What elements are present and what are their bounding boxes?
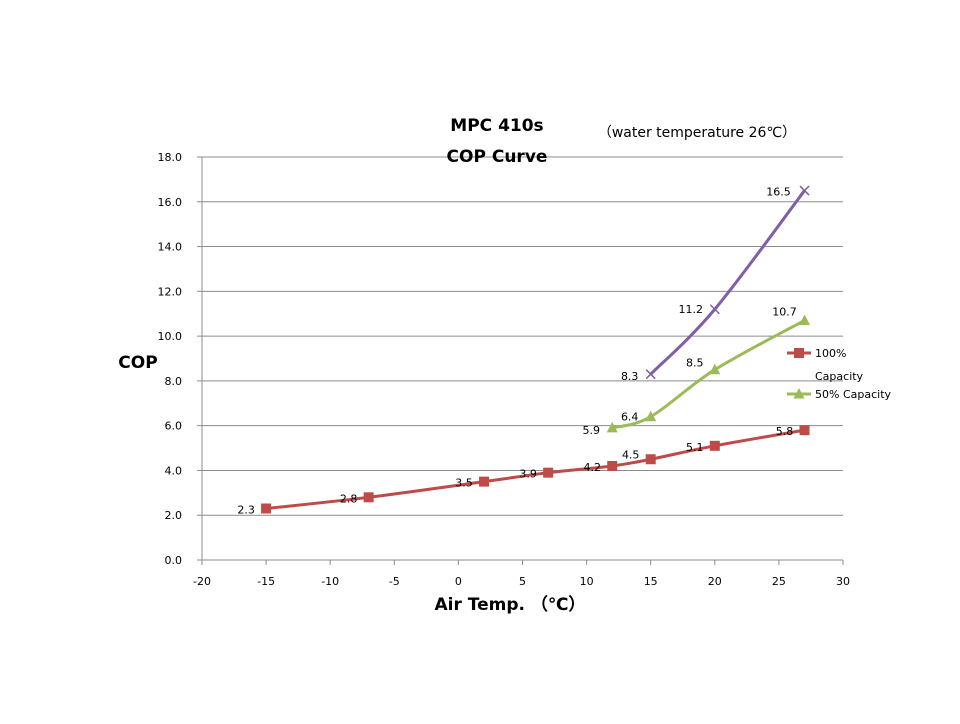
- y-tick-label: 12.0: [158, 285, 183, 298]
- x-tick-label: -10: [321, 575, 339, 588]
- series-line-3: [649, 189, 806, 376]
- legend-marker: [794, 348, 804, 358]
- axis-layer: 0.0 2.0 4.0 6.0 8.0 10.0 12.0 14.0 16.0 18.0 -20 -1…: [158, 151, 851, 588]
- data-label: 10.7: [772, 305, 797, 318]
- x-tick-label: 15: [644, 575, 658, 588]
- data-label: 2.8: [340, 492, 358, 505]
- data-label: 11.2: [679, 303, 704, 316]
- data-point: [363, 492, 374, 503]
- legend-item: 50% Capacity: [787, 388, 892, 401]
- marker-stroke: [709, 304, 720, 315]
- data-point: [543, 467, 554, 478]
- data-label: 16.5: [766, 186, 791, 199]
- data-point: [645, 454, 656, 465]
- marker-stroke: [645, 369, 656, 380]
- data-label: 4.5: [622, 448, 640, 461]
- data-point: [799, 185, 810, 196]
- marker-stroke: [799, 185, 810, 196]
- x-tick-label: -5: [389, 575, 400, 588]
- chart-title-line2: COP Curve: [447, 147, 548, 167]
- y-tick-label: 16.0: [158, 196, 183, 209]
- data-label: 5.9: [582, 424, 600, 437]
- y-tick-label: 6.0: [165, 420, 183, 433]
- data-point: [799, 314, 811, 325]
- y-tick-label: 4.0: [165, 464, 183, 477]
- x-tick-label: -15: [257, 575, 275, 588]
- chart-subtitle: （water temperature 26℃）: [598, 125, 796, 141]
- legend-label: 100%: [815, 347, 846, 360]
- data-label: 6.4: [621, 411, 639, 424]
- legend-marker: [793, 388, 805, 399]
- data-label: 8.5: [686, 357, 704, 370]
- series-layer: [261, 185, 811, 514]
- x-tick-label: -20: [193, 575, 211, 588]
- chart-title: MPC 410s: [450, 116, 543, 136]
- data-point: [799, 425, 810, 436]
- data-label: 3.9: [519, 468, 537, 481]
- data-point: [607, 460, 618, 471]
- data-point: [645, 410, 657, 422]
- y-tick-label: 18.0: [158, 151, 183, 164]
- data-point: [479, 476, 490, 487]
- label-layer: 2.3 2.8 3.5 3.9 4.2 4.5 5.1 5.8 5.9 6.4 8.5 10.7 8.3…: [237, 186, 796, 517]
- data-label: 5.8: [776, 425, 794, 438]
- y-axis-title: COP: [118, 353, 157, 373]
- x-tick-label: 20: [708, 575, 722, 588]
- x-tick-label: 0: [455, 575, 462, 588]
- y-tick-label: 2.0: [165, 509, 183, 522]
- data-label: 5.1: [686, 441, 704, 454]
- y-tick-label: 14.0: [158, 241, 183, 254]
- data-point: [709, 440, 720, 451]
- data-point: [709, 363, 721, 375]
- x-tick-label: 10: [580, 575, 594, 588]
- x-tick-label: 30: [836, 575, 850, 588]
- legend-label: Capacity: [815, 370, 864, 383]
- grid-layer: [202, 156, 843, 516]
- data-label: 2.3: [237, 504, 255, 517]
- x-axis-title: Air Temp. （℃）: [435, 594, 586, 615]
- data-label: 4.2: [583, 461, 601, 474]
- x-tick-label: 25: [772, 575, 786, 588]
- data-point: [606, 421, 618, 433]
- y-tick-label: 10.0: [158, 330, 183, 343]
- data-label: 3.5: [455, 477, 473, 490]
- data-point: [709, 304, 720, 315]
- legend-label: 50% Capacity: [815, 388, 892, 401]
- x-tick-label: 5: [519, 575, 526, 588]
- y-tick-label: 8.0: [165, 375, 183, 388]
- data-point: [261, 503, 272, 514]
- legend: 100% Capacity 50% Capacity: [787, 347, 892, 401]
- data-point: [645, 369, 656, 380]
- y-tick-label: 0.0: [165, 554, 183, 567]
- series-line-2: [611, 319, 806, 430]
- legend-item: 100% Capacity: [787, 347, 864, 383]
- data-label: 8.3: [621, 370, 639, 383]
